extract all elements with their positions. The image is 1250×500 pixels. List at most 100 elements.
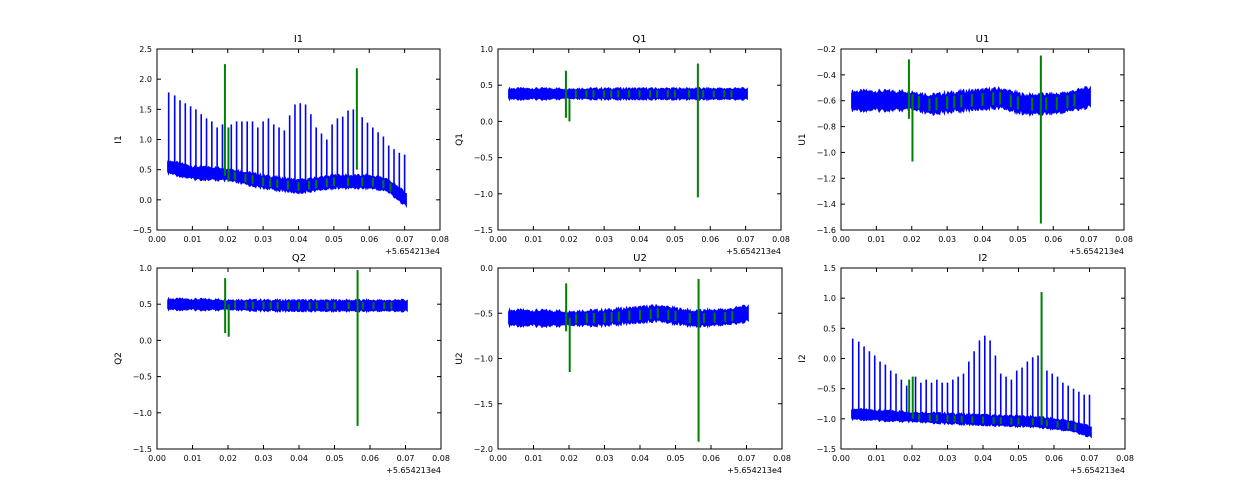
x-offset-label: +5.654213e4 [1069, 247, 1124, 256]
y-tick-label: 2.5 [139, 45, 152, 54]
x-tick-label: 0.02 [903, 235, 921, 244]
y-tick-label: −1.2 [817, 174, 836, 183]
y-tick-label: −0.5 [474, 154, 493, 163]
y-tick-label: 1.5 [139, 105, 152, 114]
x-tick-label: 0.04 [631, 454, 649, 463]
y-tick-label: 1.0 [480, 45, 493, 54]
subplot-title: I2 [978, 253, 987, 264]
subplot-title: U2 [633, 253, 647, 264]
x-tick-label: 0.01 [867, 235, 885, 244]
x-tick-label: 0.00 [832, 235, 850, 244]
x-tick-label: 0.00 [148, 235, 166, 244]
y-axis-label: Q2 [114, 352, 124, 365]
x-tick-label: 0.00 [489, 235, 507, 244]
y-axis-label: U1 [798, 133, 808, 145]
x-tick-label: 0.08 [773, 454, 791, 463]
plot-area [508, 63, 748, 198]
y-tick-label: 1.0 [823, 294, 836, 303]
y-tick-label: −1.5 [133, 445, 152, 454]
x-tick-label: 0.04 [290, 235, 308, 244]
x-tick-label: 0.05 [325, 235, 343, 244]
x-tick-label: 0.01 [184, 454, 202, 463]
subplot-i1: 0.00 0.01 0.02 0.03 0.04 0.05 0.06 0.07 0.08 −0.5… [114, 34, 449, 256]
x-tick-label: 0.08 [1115, 235, 1133, 244]
x-tick-label: 0.03 [596, 454, 614, 463]
x-tick-label: 0.02 [560, 235, 578, 244]
x-tick-label: 0.02 [219, 235, 237, 244]
y-tick-label: −1.0 [817, 148, 836, 157]
plot-area [167, 64, 407, 209]
x-offset-label: +5.654213e4 [726, 247, 781, 256]
x-tick-label: 0.06 [361, 454, 379, 463]
x-tick-label: 0.03 [939, 454, 957, 463]
x-tick-label: 0.07 [396, 235, 414, 244]
x-tick-label: 0.05 [666, 235, 684, 244]
x-tick-label: 0.08 [1116, 454, 1134, 463]
x-offset-label: +5.654213e4 [1070, 466, 1125, 475]
y-axis-label: Q1 [455, 133, 465, 146]
y-tick-label: −0.2 [817, 45, 836, 54]
x-tick-label: 0.06 [702, 454, 720, 463]
x-tick-label: 0.08 [772, 235, 790, 244]
x-tick-label: 0.02 [903, 454, 921, 463]
y-tick-label: 0.5 [823, 324, 836, 333]
axes-frame [497, 267, 783, 450]
x-tick-label: 0.04 [631, 235, 649, 244]
y-axis-label: U2 [455, 352, 465, 364]
x-tick-label: 0.05 [1010, 454, 1028, 463]
subplot-i2: 0.00 0.01 0.02 0.03 0.04 0.05 0.06 0.07 0.08 −1.5… [798, 253, 1134, 475]
x-tick-label: 0.04 [290, 454, 308, 463]
x-tick-label: 0.02 [219, 454, 237, 463]
y-tick-label: 0.5 [139, 300, 152, 309]
y-tick-label: 0.0 [139, 336, 152, 345]
x-tick-label: 0.05 [1009, 235, 1027, 244]
y-axis-label: I1 [114, 135, 124, 143]
plot-area [508, 278, 749, 442]
subplot-q2: 0.00 0.01 0.02 0.03 0.04 0.05 0.06 0.07 0.08 −1.5… [114, 253, 450, 475]
x-tick-label: 0.01 [524, 235, 542, 244]
y-tick-label: −0.6 [817, 97, 836, 106]
y-tick-label: −1.5 [474, 226, 493, 235]
y-tick-label: 0.0 [139, 196, 152, 205]
subplot-q1: 0.00 0.01 0.02 0.03 0.04 0.05 0.06 0.07 0.08 −1.5… [455, 34, 790, 256]
y-tick-label: −1.0 [133, 409, 152, 418]
subplot-title: Q1 [632, 34, 646, 45]
x-tick-label: 0.03 [255, 454, 273, 463]
x-tick-label: 0.04 [974, 454, 992, 463]
y-tick-label: −1.4 [817, 200, 836, 209]
subplot-u2: 0.00 0.01 0.02 0.03 0.04 0.05 0.06 0.07 0.08 −2.0… [455, 253, 791, 475]
x-tick-label: 0.07 [1081, 454, 1099, 463]
y-tick-label: 2.0 [139, 75, 152, 84]
plot-area [851, 55, 1091, 224]
y-tick-label: −0.5 [133, 373, 152, 382]
subplot-title: I1 [294, 34, 303, 45]
subplot-title: Q2 [292, 253, 306, 264]
y-tick-label: −1.0 [817, 415, 836, 424]
x-tick-label: 0.02 [560, 454, 578, 463]
y-tick-label: −0.4 [817, 71, 836, 80]
y-tick-label: −1.0 [474, 355, 493, 364]
y-tick-label: 0.0 [480, 117, 493, 126]
x-tick-label: 0.07 [737, 235, 755, 244]
x-tick-label: 0.04 [974, 235, 992, 244]
x-tick-label: 0.03 [254, 235, 272, 244]
y-tick-label: −0.5 [474, 309, 493, 318]
x-offset-label: +5.654213e4 [385, 247, 440, 256]
y-tick-label: −1.5 [817, 445, 836, 454]
x-tick-label: 0.00 [148, 454, 166, 463]
x-tick-label: 0.05 [667, 454, 685, 463]
x-tick-label: 0.03 [595, 235, 613, 244]
x-tick-label: 0.07 [397, 454, 415, 463]
y-tick-label: 1.0 [139, 264, 152, 273]
x-tick-label: 0.06 [1044, 235, 1062, 244]
x-tick-label: 0.01 [525, 454, 543, 463]
y-axis-label: I2 [798, 354, 808, 362]
x-tick-label: 0.00 [489, 454, 507, 463]
y-tick-label: −1.0 [474, 190, 493, 199]
x-tick-label: 0.06 [701, 235, 719, 244]
x-tick-label: 0.07 [1080, 235, 1098, 244]
y-tick-label: −0.8 [817, 123, 836, 132]
x-tick-label: 0.07 [738, 454, 756, 463]
x-tick-label: 0.08 [431, 235, 449, 244]
